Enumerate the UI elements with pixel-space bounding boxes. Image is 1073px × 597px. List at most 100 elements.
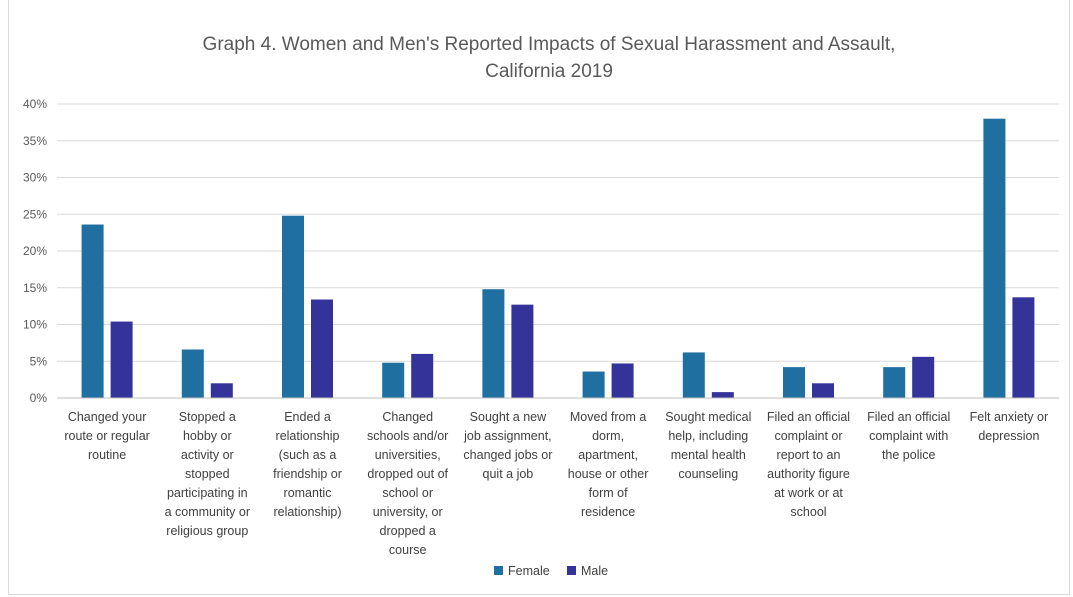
x-category-label: Filed an official complaint or report to a…	[767, 410, 850, 519]
x-category-label-line: form of	[589, 486, 628, 500]
x-category-label-line: participating in	[167, 486, 248, 500]
x-category-label-line: schools and/or	[367, 429, 448, 443]
x-category-label-line: complaint with	[869, 429, 948, 443]
x-category-label-line: relationship	[276, 429, 340, 443]
bar-female	[983, 118, 1006, 398]
bar-male	[711, 392, 734, 398]
y-axis-tick-labels: 0% 5% 10% 15% 20% 25% 30% 35% 40%	[23, 97, 47, 405]
x-category-label-line: friendship or	[273, 467, 342, 481]
x-category-label: Sought a new job assignment, changed jobs …	[463, 410, 552, 481]
bar-female	[582, 371, 605, 398]
x-category-label-line: religious group	[166, 524, 248, 538]
x-category-label-line: relationship)	[273, 505, 341, 519]
bar-male	[1012, 297, 1035, 398]
chart-title: Graph 4. Women and Men's Reported Impact…	[203, 34, 896, 82]
x-category-label-line: quit a job	[483, 467, 534, 481]
x-category-label-line: school or	[382, 486, 433, 500]
y-tick-label: 35%	[23, 134, 47, 148]
bar-female	[282, 215, 304, 398]
x-category-label-line: changed jobs or	[463, 448, 552, 462]
x-category-label-line: apartment,	[578, 448, 638, 462]
bar-male	[110, 321, 133, 398]
bars	[81, 118, 1035, 398]
y-tick-label: 5%	[30, 354, 48, 368]
bar-male	[210, 383, 233, 398]
x-category-label-line: report to an	[777, 448, 841, 462]
legend-label-female: Female	[508, 564, 550, 578]
x-category-label-line: Moved from a	[570, 410, 646, 424]
x-axis-category-labels: Changed your route or regular routine Stopp…	[64, 410, 1048, 557]
chart-title-line: Graph 4. Women and Men's Reported Impact…	[203, 34, 896, 55]
x-category-label-line: at work or at	[774, 486, 843, 500]
x-category-label: Filed an official complaint with the polic…	[867, 410, 950, 462]
bar-female	[482, 289, 505, 398]
x-category-label: Changed schools and/or universities, droppe…	[367, 410, 448, 557]
y-tick-label: 15%	[23, 281, 47, 295]
x-category-label: Ended a relationship (such as a friendship …	[273, 410, 342, 519]
bar-female	[783, 367, 805, 398]
x-category-label-line: course	[389, 543, 427, 557]
y-tick-label: 20%	[23, 244, 47, 258]
x-category-label-line: Sought medical	[665, 410, 751, 424]
bar-female	[81, 224, 104, 398]
x-category-label: Changed your route or regular routine	[64, 410, 149, 462]
bar-chart: Graph 4. Women and Men's Reported Impact…	[23, 34, 1059, 578]
chart-frame: Graph 4. Women and Men's Reported Impact…	[8, 0, 1070, 595]
bar-male	[511, 304, 534, 398]
y-tick-label: 10%	[23, 318, 47, 332]
y-tick-label: 25%	[23, 207, 47, 221]
x-category-label-line: a community or	[165, 505, 250, 519]
legend-label-male: Male	[581, 564, 608, 578]
bar-female	[382, 362, 405, 398]
x-category-label-line: dorm,	[592, 429, 624, 443]
x-category-label-line: Stopped a	[179, 410, 236, 424]
legend-swatch-female	[494, 566, 503, 575]
x-category-label-line: mental health	[671, 448, 746, 462]
x-category-label-line: Sought a new	[470, 410, 547, 424]
x-category-label-line: hobby or	[183, 429, 232, 443]
x-category-label: Sought medical help, including mental heal…	[665, 410, 751, 481]
bar-male	[411, 353, 434, 398]
y-tick-label: 30%	[23, 171, 47, 185]
bar-male	[812, 383, 834, 398]
x-category-label-line: romantic	[284, 486, 332, 500]
x-category-label-line: residence	[581, 505, 635, 519]
x-category-label: Moved from a dorm, apartment, house or othe…	[568, 410, 649, 519]
legend-swatch-male	[567, 566, 576, 575]
y-tick-label: 0%	[30, 391, 48, 405]
x-category-label-line: Filed an official	[767, 410, 850, 424]
chart-title-line: California 2019	[485, 61, 613, 82]
x-category-label: Stopped a hobby or activity or stopped parti…	[165, 410, 250, 538]
x-category-label-line: university, or	[373, 505, 443, 519]
x-category-label-line: complaint or	[774, 429, 842, 443]
bar-male	[311, 299, 333, 398]
x-category-label-line: dropped out of	[367, 467, 448, 481]
x-category-label-line: dropped a	[380, 524, 436, 538]
x-category-label-line: Changed	[382, 410, 433, 424]
bar-female	[883, 367, 906, 398]
x-category-label-line: Ended a	[284, 410, 331, 424]
x-category-label-line: Felt anxiety or	[970, 410, 1049, 424]
bar-male	[912, 356, 935, 398]
bar-male	[611, 363, 634, 398]
x-category-label-line: depression	[978, 429, 1039, 443]
x-category-label: Felt anxiety or depression	[970, 410, 1049, 443]
x-category-label-line: route or regular	[64, 429, 149, 443]
bar-female	[682, 352, 705, 398]
x-category-label-line: (such as a	[279, 448, 337, 462]
x-category-label-line: help, including	[668, 429, 748, 443]
legend: Female Male	[494, 564, 608, 578]
x-category-label-line: routine	[88, 448, 126, 462]
x-category-label-line: authority figure	[767, 467, 850, 481]
x-category-label-line: the police	[882, 448, 936, 462]
x-category-label-line: house or other	[568, 467, 649, 481]
x-category-label-line: stopped	[185, 467, 230, 481]
x-category-label-line: school	[790, 505, 826, 519]
y-tick-label: 40%	[23, 97, 47, 111]
x-category-label-line: activity or	[181, 448, 234, 462]
x-category-label-line: counseling	[678, 467, 738, 481]
x-category-label-line: job assignment,	[463, 429, 552, 443]
x-category-label-line: Changed your	[68, 410, 147, 424]
x-category-label-line: Filed an official	[867, 410, 950, 424]
x-category-label-line: universities,	[375, 448, 441, 462]
